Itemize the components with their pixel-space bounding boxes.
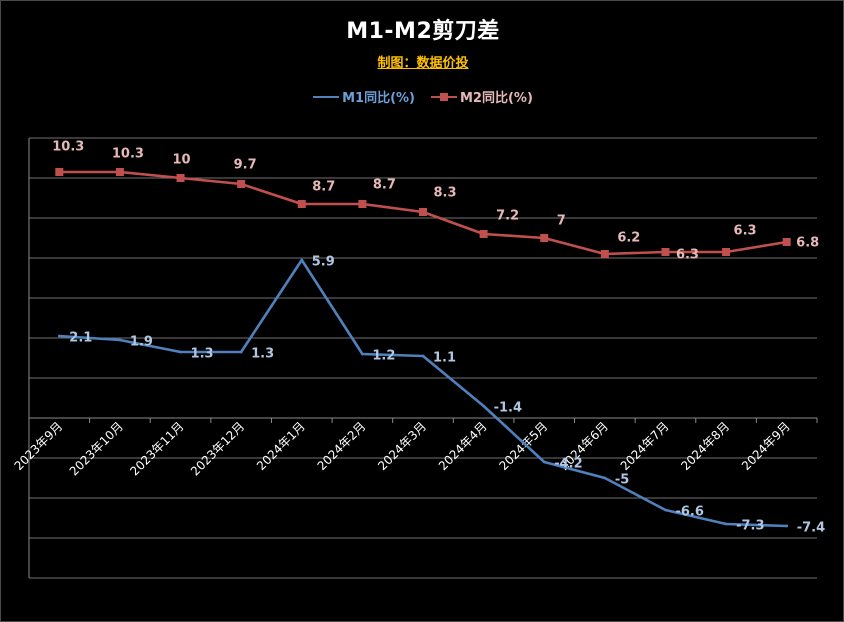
m2-data-label: 7 [557, 214, 566, 229]
m2-data-point [237, 180, 246, 188]
m1-data-point [239, 350, 243, 354]
x-tick-label: 2024年1月 [254, 419, 308, 473]
x-tick-label: 2024年5月 [496, 419, 550, 473]
m2-data-point [115, 168, 124, 176]
legend: M1同比(%) M2同比(%) [1, 87, 843, 106]
x-tick-label: 2024年4月 [436, 419, 490, 473]
m1-data-label: 2.1 [69, 331, 92, 346]
m1-data-point [664, 508, 667, 512]
m1-data-label: 1.2 [372, 349, 395, 364]
m1-data-label: -5 [615, 473, 629, 488]
m1-data-point [421, 354, 425, 358]
x-tick-label: 2024年3月 [375, 419, 429, 473]
x-tick-label: 2024年7月 [618, 419, 672, 473]
m2-legend-marker [440, 92, 448, 101]
m1-data-label: 1.3 [251, 347, 274, 362]
m1-data-label: 1.9 [130, 335, 153, 350]
m1-data-point [482, 404, 486, 408]
m2-data-label: 10.3 [52, 140, 84, 155]
m1-data-label: 1.3 [191, 347, 214, 362]
m2-data-label: 8.7 [373, 178, 396, 193]
m1-data-point [724, 522, 728, 526]
m2-data-point [55, 168, 64, 176]
legend-item-m2[interactable]: M2同比(%) [431, 87, 533, 106]
m1-legend-swatch [313, 91, 340, 103]
m1-data-label: -4.2 [554, 457, 582, 472]
m1-data-point [118, 338, 122, 342]
m1-data-label: -7.4 [797, 521, 825, 536]
m1-data-point [57, 334, 61, 338]
m1-series-line [59, 258, 787, 528]
m2-data-label: 8.3 [433, 186, 456, 201]
m1-data-label: 1.1 [433, 351, 456, 366]
m1-data-point [300, 258, 304, 262]
m1-legend-line [313, 95, 340, 98]
m2-data-point [782, 238, 791, 246]
m2-data-point [540, 234, 549, 242]
legend-label-m2: M2同比(%) [460, 91, 533, 106]
x-tick-label: 2024年9月 [739, 419, 793, 473]
m1-data-point [785, 524, 789, 528]
m2-data-label: 9.7 [234, 158, 257, 173]
x-tick-label: 2023年9月 [12, 419, 66, 473]
m2-data-label: 8.7 [312, 180, 335, 195]
m2-data-label: 7.2 [496, 209, 519, 224]
x-tick-label: 2023年12月 [188, 419, 247, 478]
m2-data-point [297, 200, 306, 208]
m1-data-point [360, 352, 364, 356]
legend-label-m1: M1同比(%) [342, 91, 415, 106]
m1-data-point [603, 476, 607, 480]
x-tick-label: 2023年10月 [67, 419, 126, 478]
m2-data-point [479, 230, 488, 238]
x-tick-label: 2024年2月 [315, 419, 369, 473]
m2-data-label: 10 [172, 153, 190, 168]
m2-data-label: 6.3 [734, 224, 757, 239]
m2-data-point [358, 200, 367, 208]
m2-data-point [176, 174, 185, 182]
m1-data-label: -7.3 [736, 519, 764, 534]
m2-data-point [419, 208, 427, 216]
legend-item-m1[interactable]: M1同比(%) [313, 87, 415, 106]
x-tick-label: 2023年11月 [127, 419, 186, 478]
m2-legend-swatch [431, 91, 457, 103]
m2-data-point [722, 248, 731, 256]
m2-data-point [661, 248, 670, 256]
m2-data-point [600, 250, 609, 258]
m2-data-label: 6.2 [617, 231, 640, 246]
m2-data-label: 6.3 [676, 248, 699, 263]
m2-data-label: 10.3 [112, 147, 144, 162]
m1-data-label: -1.4 [494, 401, 522, 416]
x-tick-label: 2024年8月 [678, 419, 732, 473]
m2-data-label: 6.8 [796, 236, 819, 251]
chart-subtitle: 制图：数据价投 [377, 56, 469, 71]
chart-title: M1-M2剪刀差 [346, 19, 500, 44]
m1-data-point [542, 460, 546, 464]
m1-data-point [179, 350, 182, 354]
m1-data-label: 5.9 [312, 255, 335, 270]
m1-data-label: -6.6 [675, 505, 703, 520]
